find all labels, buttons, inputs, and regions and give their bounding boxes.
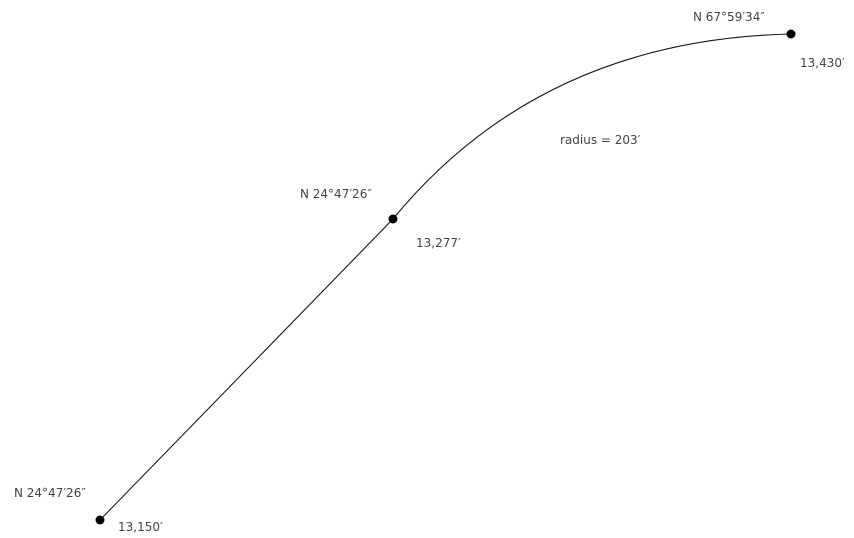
station-label-pc: 13,277′ xyxy=(416,236,461,250)
point-pc xyxy=(388,214,398,224)
point-end xyxy=(786,29,796,39)
curve-arc xyxy=(392,33,792,220)
station-label-start: 13,150′ xyxy=(118,520,163,534)
bearing-label-start: N 24°47′26″ xyxy=(14,486,86,500)
radius-label: radius = 203′ xyxy=(560,133,641,147)
bearing-label-pc: N 24°47′26″ xyxy=(300,187,372,201)
point-start xyxy=(95,515,105,525)
station-label-end: 13,430′ xyxy=(800,56,845,70)
bearing-label-end: N 67°59′34″ xyxy=(693,10,765,24)
tangent-line xyxy=(99,218,394,521)
